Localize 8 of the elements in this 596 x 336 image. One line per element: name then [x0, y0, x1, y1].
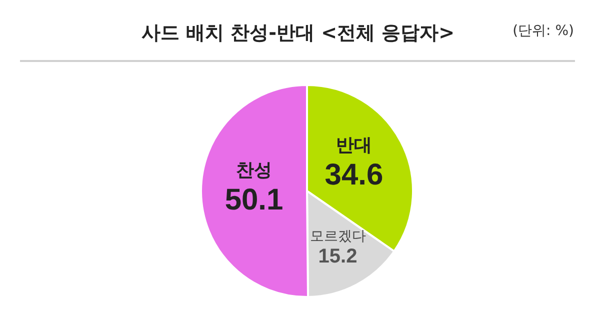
data-label: 15.2	[318, 246, 358, 268]
data-label: 50.1	[224, 184, 284, 217]
chart-title: 사드 배치 찬성-반대 <전체 응답자>	[141, 22, 455, 44]
slice-label: 반대	[336, 135, 372, 156]
text: (단위: %)	[512, 22, 574, 40]
data-label: 34.6	[324, 158, 384, 192]
slice-label: 모르겠다	[310, 228, 366, 245]
slice-label: 찬성	[236, 160, 272, 181]
